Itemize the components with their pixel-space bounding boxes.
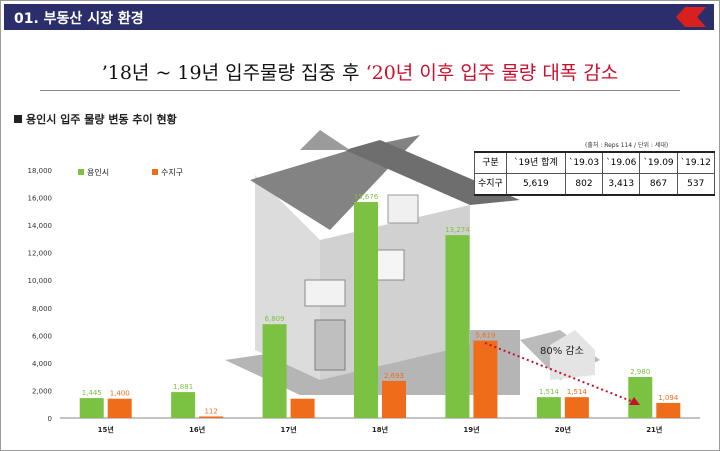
legend-swatch — [78, 169, 84, 175]
legend-swatch — [152, 169, 158, 175]
data-label: 1,445 — [82, 389, 102, 397]
bars — [79, 202, 681, 418]
x-tick-label: 18년 — [372, 425, 388, 434]
table-cell: 수지구 — [474, 173, 507, 196]
y-tick-label: 14,000 — [28, 222, 53, 230]
decline-arrow-head — [629, 397, 640, 405]
bar-suji — [656, 402, 681, 418]
section-title-text: 용인시 입주 물량 변동 추이 현황 — [26, 113, 177, 126]
data-label: 1,400 — [110, 390, 130, 398]
legend-label: 용인시 — [87, 167, 109, 177]
table-cell: `19.06 — [602, 151, 641, 174]
table-cell: `19.09 — [639, 151, 678, 174]
decline-annotation: 80% 감소 — [540, 345, 584, 357]
table-cell: 537 — [676, 173, 715, 196]
bar-yongin — [354, 202, 378, 418]
section-title: 용인시 입주 물량 변동 추이 현황 — [14, 111, 177, 127]
table-cell: 867 — [639, 173, 678, 196]
table-cell: `19.12 — [676, 151, 715, 174]
data-label: 5,619 — [475, 332, 495, 340]
y-tick-label: 10,000 — [28, 277, 53, 285]
y-tick-label: 8,000 — [32, 305, 52, 313]
bar-yongin — [79, 398, 104, 418]
table-cell: 5,619 — [505, 173, 566, 196]
data-label: 6,809 — [265, 315, 285, 323]
square-bullet-icon — [14, 115, 22, 123]
y-tick-label: 6,000 — [32, 332, 52, 340]
y-tick-label: 4,000 — [32, 360, 52, 368]
bar-yongin — [262, 324, 287, 418]
data-label: 112 — [204, 407, 217, 415]
x-tick-label: 21년 — [646, 425, 662, 434]
y-tick-label: 0 — [48, 415, 52, 423]
data-label: 1,514 — [539, 388, 560, 396]
table-row: 수지구 5,619 802 3,413 867 537 — [474, 173, 715, 196]
source-note: (출처 : Reps 114 / 단위 : 세대) — [585, 142, 669, 149]
x-axis: 15년 16년 17년 18년 19년 20년 21년 — [98, 425, 663, 434]
data-label: 1,881 — [173, 383, 193, 391]
y-axis: 0 2,000 4,000 6,000 8,000 10,000 12,000 14,000 1… — [28, 167, 700, 423]
bar-yongin — [171, 392, 196, 418]
y-tick-label: 12,000 — [28, 250, 53, 258]
y-tick-label: 18,000 — [28, 167, 53, 175]
table-cell: 802 — [564, 173, 604, 196]
y-tick-label: 16,000 — [28, 195, 53, 203]
data-label: 15,676 — [354, 193, 379, 201]
headline: ’18년 ~ 19년 입주물량 집중 후 ‘20년 이후 입주 물량 대폭 감소 — [0, 58, 720, 85]
data-label: 13,274 — [445, 226, 470, 234]
data-label: 2,693 — [384, 372, 404, 380]
x-tick-label: 17년 — [280, 425, 296, 434]
data-label: 1,514 — [567, 388, 588, 396]
bar-suji — [107, 398, 132, 418]
bar-yongin — [445, 235, 470, 418]
table-cell: 3,413 — [602, 173, 641, 196]
x-tick-label: 15년 — [98, 425, 114, 434]
bar-suji — [290, 398, 315, 418]
logo-icon — [676, 7, 706, 27]
headline-divider — [40, 90, 680, 91]
table-cell: `19년 합계 — [505, 151, 566, 174]
data-label: 2,980 — [630, 368, 650, 376]
bar-yongin — [628, 376, 653, 418]
table-cell: 구분 — [474, 151, 507, 174]
x-tick-label: 20년 — [555, 425, 571, 434]
y-tick-label: 2,000 — [32, 387, 52, 395]
header-title: 01. 부동산 시장 환경 — [14, 11, 144, 27]
table-header-row: 구분 `19년 합계 `19.03 `19.06 `19.09 `19.12 — [474, 151, 715, 174]
bar-suji — [199, 416, 224, 418]
headline-part2: ‘20년 이후 입주 물량 대폭 감소 — [365, 62, 619, 84]
legend: 용인시 수지구 — [78, 167, 183, 177]
data-label: 1,094 — [658, 394, 679, 402]
bar-suji — [382, 380, 406, 418]
header-bar: 01. 부동산 시장 환경 — [4, 4, 714, 30]
x-tick-label: 19년 — [463, 425, 479, 434]
legend-label: 수지구 — [161, 168, 183, 177]
data-labels: 1,445 1,400 1,881 112 6,809 15,676 2,693 13,274… — [82, 193, 679, 415]
bar-suji — [473, 340, 498, 418]
bar-yongin — [536, 397, 561, 418]
bar-suji — [564, 397, 589, 418]
headline-part1: ’18년 ~ 19년 입주물량 집중 후 — [101, 62, 366, 84]
x-tick-label: 16년 — [189, 425, 205, 434]
table-cell: `19.03 — [564, 151, 604, 174]
summary-table: 구분 `19년 합계 `19.03 `19.06 `19.09 `19.12 수… — [474, 151, 715, 196]
decline-arrow — [484, 342, 637, 404]
